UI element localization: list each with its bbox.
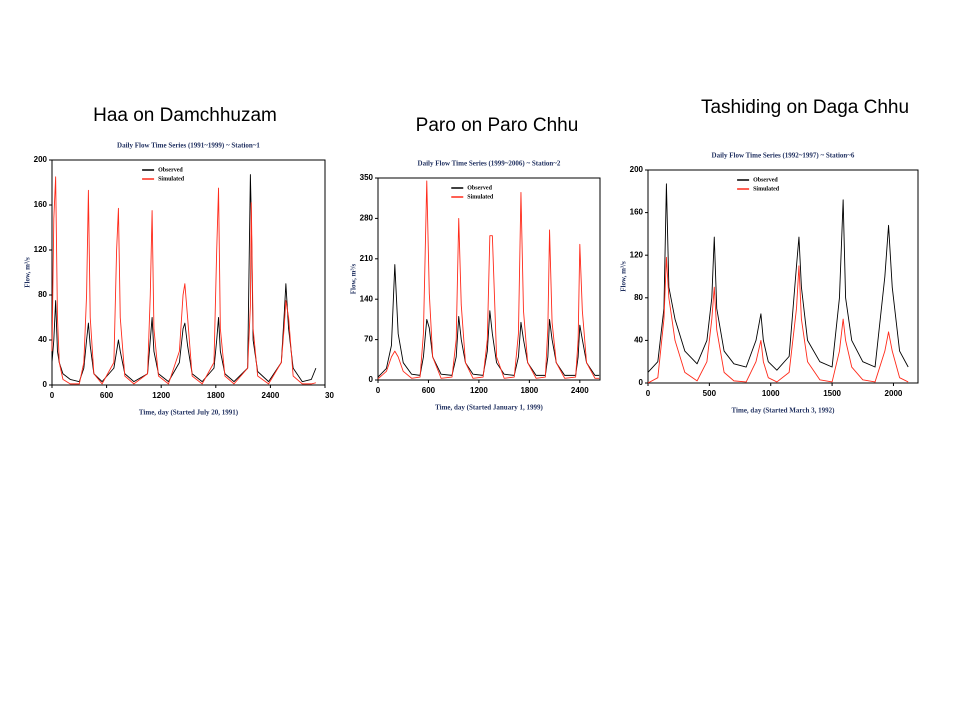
x-tick-label: 2400 <box>262 391 280 400</box>
y-tick-label: 80 <box>38 290 47 299</box>
x-axis-label: Time, day (Started July 20, 1991) <box>139 409 239 417</box>
y-axis-label: Flow, m³/s <box>620 261 628 292</box>
y-tick-label: 0 <box>639 378 644 387</box>
x-axis-label: Time, day (Started January 1, 1999) <box>435 404 543 412</box>
legend-label: Observed <box>158 167 183 173</box>
legend-label: Observed <box>753 177 778 183</box>
chart-title: Haa on Damchhuzam <box>93 105 277 126</box>
y-tick-label: 120 <box>630 250 644 259</box>
chart-title: Paro on Paro Chhu <box>416 115 579 136</box>
y-axis-label: Flow, m³/s <box>350 263 358 294</box>
x-tick-label: 1800 <box>520 386 538 395</box>
y-tick-label: 280 <box>360 214 374 223</box>
x-tick-label: 2400 <box>571 386 589 395</box>
x-tick-label: 1000 <box>762 389 780 398</box>
x-tick-label: 1500 <box>823 389 841 398</box>
chart-subtitle: Daily Flow Time Series (1999~2006) ~ Sta… <box>418 160 561 168</box>
y-tick-label: 120 <box>34 245 48 254</box>
plot-frame <box>377 177 601 381</box>
y-tick-label: 160 <box>630 208 644 217</box>
series-line <box>51 174 317 383</box>
y-tick-label: 200 <box>34 155 48 164</box>
series-line <box>377 180 600 380</box>
x-tick-label: 30 <box>325 391 334 400</box>
legend-label: Observed <box>467 185 492 191</box>
y-tick-label: 80 <box>634 293 643 302</box>
y-tick-label: 160 <box>34 200 48 209</box>
x-tick-label: 500 <box>703 389 717 398</box>
chart-subtitle: Daily Flow Time Series (1991~1999) ~ Sta… <box>117 142 260 150</box>
x-tick-label: 600 <box>100 391 114 400</box>
plot-frame <box>647 169 919 384</box>
x-axis-label: Time, day (Started March 3, 1992) <box>732 407 836 415</box>
y-tick-label: 210 <box>360 254 374 263</box>
x-tick-label: 1200 <box>152 391 170 400</box>
chart-title: Tashiding on Daga Chhu <box>701 97 909 118</box>
y-tick-label: 70 <box>364 335 373 344</box>
y-tick-label: 0 <box>369 375 374 384</box>
x-tick-label: 0 <box>50 391 55 400</box>
legend-label: Simulated <box>753 186 780 192</box>
series-line <box>647 256 909 384</box>
series-line <box>51 176 317 385</box>
y-tick-label: 200 <box>630 165 644 174</box>
y-tick-label: 350 <box>360 173 374 182</box>
legend-label: Simulated <box>467 194 494 200</box>
x-tick-label: 0 <box>376 386 381 395</box>
legend-label: Simulated <box>158 176 185 182</box>
x-tick-label: 1800 <box>207 391 225 400</box>
x-tick-label: 2000 <box>885 389 903 398</box>
x-tick-label: 0 <box>646 389 651 398</box>
y-tick-label: 0 <box>43 380 48 389</box>
plot-frame <box>51 159 326 386</box>
x-tick-label: 1200 <box>470 386 488 395</box>
y-axis-label: Flow, m³/s <box>24 257 32 288</box>
y-tick-label: 140 <box>360 294 374 303</box>
y-tick-label: 40 <box>38 335 47 344</box>
y-tick-label: 40 <box>634 336 643 345</box>
x-tick-label: 600 <box>422 386 436 395</box>
chart-subtitle: Daily Flow Time Series (1992~1997) ~ Sta… <box>712 152 855 160</box>
series-line <box>647 183 909 373</box>
